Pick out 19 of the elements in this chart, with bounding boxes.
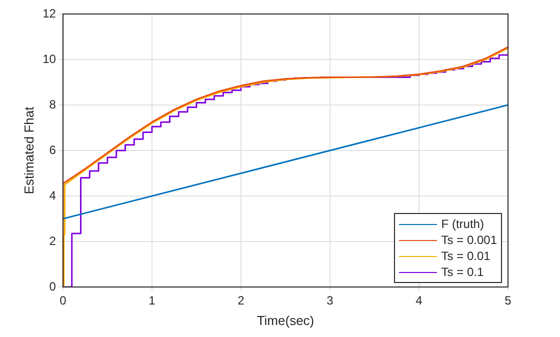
y-tick-label: 12: [42, 6, 56, 20]
y-tick-label: 0: [49, 279, 56, 294]
x-tick-label: 4: [416, 294, 423, 308]
y-tick-label: 10: [42, 52, 56, 66]
x-axis-title: Time(sec): [256, 312, 314, 328]
y-tick-label: 4: [49, 188, 56, 202]
legend-label: Ts = 0.001: [441, 232, 497, 248]
legend-label: Ts = 0.1: [441, 264, 484, 280]
legend-label: Ts = 0.01: [441, 248, 490, 264]
x-tick-label: 3: [326, 294, 334, 308]
legend-label: F (truth): [441, 216, 484, 232]
x-tick-label: 0: [60, 294, 67, 308]
y-tick-label: 8: [49, 97, 56, 112]
y-tick-label: 6: [49, 142, 56, 157]
x-tick-label: 2: [238, 294, 245, 308]
x-tick-label: 1: [148, 294, 156, 308]
y-tick-label: 2: [49, 234, 56, 248]
y-axis-title: Estimated Fhat: [21, 106, 36, 194]
x-tick-label: 5: [504, 294, 512, 308]
